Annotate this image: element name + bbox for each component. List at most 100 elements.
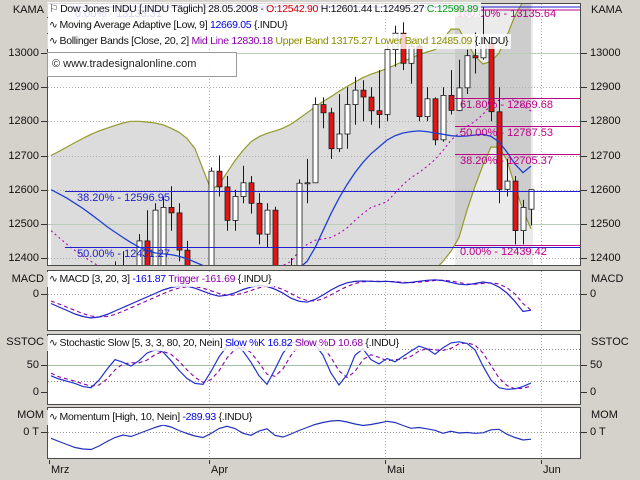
- instrument-flag-icon: ⚐: [49, 3, 59, 15]
- pane-label-macd-right: MACD: [591, 273, 624, 285]
- stochastic-legend[interactable]: ∿ Stochastic Slow [5, 3, 3, 80, 20, Nein]…: [47, 336, 402, 351]
- y-tick-mark: [581, 365, 587, 366]
- y-axis-label: 0: [32, 288, 39, 300]
- high-value: H:12601.44: [320, 3, 373, 15]
- pane-label-kama-left: KAMA: [12, 4, 44, 16]
- stoch-d-value: Slow %D 10.68: [292, 337, 363, 349]
- fib-label-magenta: 0.00% - 12439.42: [460, 246, 547, 258]
- candle-up: [424, 98, 431, 118]
- kama-line: [50, 130, 532, 265]
- stoch-k-value: Slow %K 16.82: [224, 337, 293, 349]
- candle-down: [416, 45, 423, 118]
- candle-up: [264, 209, 271, 235]
- instrument-title: Dow Jones INDU [.INDU Täglich] 28.05.200…: [60, 3, 267, 15]
- wave-icon: ∿: [49, 337, 58, 349]
- bb-name: Bollinger Bands [Close, 20, 2]: [59, 35, 192, 47]
- candle-up: [464, 55, 471, 89]
- wave-icon: ∿: [49, 35, 58, 47]
- momentum-legend[interactable]: ∿ Momentum [High, 10, Nein] -289.93 {.IND…: [47, 410, 256, 425]
- y-axis-label: 12800: [8, 115, 39, 127]
- macd-value: -161.87: [132, 273, 166, 285]
- wave-icon: ∿: [49, 273, 58, 285]
- macd-suffix: {.INDU}: [235, 273, 272, 285]
- pane-label-sstoc-left: SSTOC: [6, 336, 44, 348]
- y-axis-label: 12400: [8, 252, 39, 264]
- watermark: © www.tradesignalonline.com: [47, 52, 237, 77]
- x-tick-mark: [49, 460, 50, 464]
- candle-up: [208, 170, 215, 265]
- macd-legend[interactable]: ∿ MACD [3, 20, 3] -161.87 Trigger -161.69…: [47, 272, 275, 287]
- y-axis-label: 12700: [590, 150, 621, 162]
- y-axis-label: 12600: [590, 184, 621, 196]
- candle-up: [136, 240, 143, 265]
- candle-down: [144, 240, 151, 265]
- candle-down: [472, 55, 479, 59]
- candle-up: [384, 49, 391, 115]
- kama-value: 12669.05: [209, 19, 252, 31]
- candle-down: [224, 186, 231, 221]
- candle-down: [248, 182, 255, 204]
- candle-down: [176, 212, 183, 251]
- kama-legend[interactable]: ∿ Moving Average Adaptive [Low, 9] 12669.…: [47, 18, 291, 33]
- x-tick-mark: [385, 460, 386, 464]
- y-tick-mark: [581, 190, 587, 191]
- y-axis-label: 50: [590, 359, 603, 371]
- candle-up: [352, 89, 359, 105]
- candle-down: [272, 209, 279, 265]
- pane-label-mom-left: MOM: [17, 409, 44, 421]
- y-axis-label: 12500: [590, 218, 621, 230]
- candle-up: [344, 104, 351, 135]
- y-tick-mark: [41, 87, 47, 88]
- pane-label-kama-right: KAMA: [591, 4, 623, 16]
- y-axis-label: 0 T: [590, 426, 606, 438]
- y-tick-mark: [581, 224, 587, 225]
- y-axis-label: 12600: [8, 184, 39, 196]
- mom-name: Momentum [High, 10, Nein]: [59, 411, 183, 423]
- pane-label-macd-left: MACD: [11, 273, 44, 285]
- y-tick-mark: [581, 156, 587, 157]
- y-tick-mark: [581, 392, 587, 393]
- candle-down: [376, 110, 383, 115]
- y-tick-mark: [41, 392, 47, 393]
- candle-down: [168, 206, 175, 214]
- y-axis-label: 12500: [8, 218, 39, 230]
- y-tick-mark: [41, 294, 47, 295]
- fib-label-blue: 38.20% - 12596.95: [77, 192, 170, 204]
- candle-down: [328, 112, 335, 150]
- x-axis-label-mai: Mai: [387, 464, 405, 476]
- mom-value: -289.93: [182, 411, 216, 423]
- candle-up: [504, 180, 511, 190]
- candle-down: [320, 104, 327, 114]
- bollinger-legend[interactable]: ∿ Bollinger Bands [Close, 20, 2] Mid Line…: [47, 34, 512, 49]
- candle-up: [240, 182, 247, 197]
- candle-down: [256, 202, 263, 235]
- candle-up: [232, 196, 239, 221]
- candle-up: [456, 87, 463, 111]
- fib-label-magenta: 50.00% - 12787.53: [460, 127, 553, 139]
- y-tick-mark: [41, 432, 47, 433]
- fib-label-magenta: 100.00% - 13135.64: [457, 8, 557, 20]
- bollinger-lower-band: [438, 146, 532, 265]
- bb-suffix: {.INDU}: [472, 35, 509, 47]
- y-axis-label: 12400: [590, 252, 621, 264]
- candle-up: [152, 209, 159, 265]
- fib-label-magenta: 61.80% - 12869.68: [460, 99, 553, 111]
- y-tick-mark: [581, 53, 587, 54]
- low-value: L:12495.27: [374, 3, 425, 15]
- x-axis-label-mrz: Mrz: [51, 464, 70, 476]
- y-tick-mark: [41, 190, 47, 191]
- instrument-legend[interactable]: ⚐ Dow Jones INDU [.INDU Täglich] 28.05.20…: [47, 2, 482, 17]
- y-axis-label: 0: [32, 386, 39, 398]
- y-axis-label: 0 T: [23, 426, 39, 438]
- candle-up: [528, 189, 535, 210]
- y-tick-mark: [41, 121, 47, 122]
- y-tick-mark: [581, 432, 587, 433]
- stoch-suffix: {.INDU}: [362, 337, 399, 349]
- y-tick-mark: [41, 258, 47, 259]
- y-axis-label: 13000: [590, 47, 621, 59]
- x-axis-label-jun: Jun: [543, 464, 561, 476]
- wave-icon: ∿: [49, 19, 58, 31]
- y-tick-mark: [41, 365, 47, 366]
- candle-up: [304, 182, 311, 185]
